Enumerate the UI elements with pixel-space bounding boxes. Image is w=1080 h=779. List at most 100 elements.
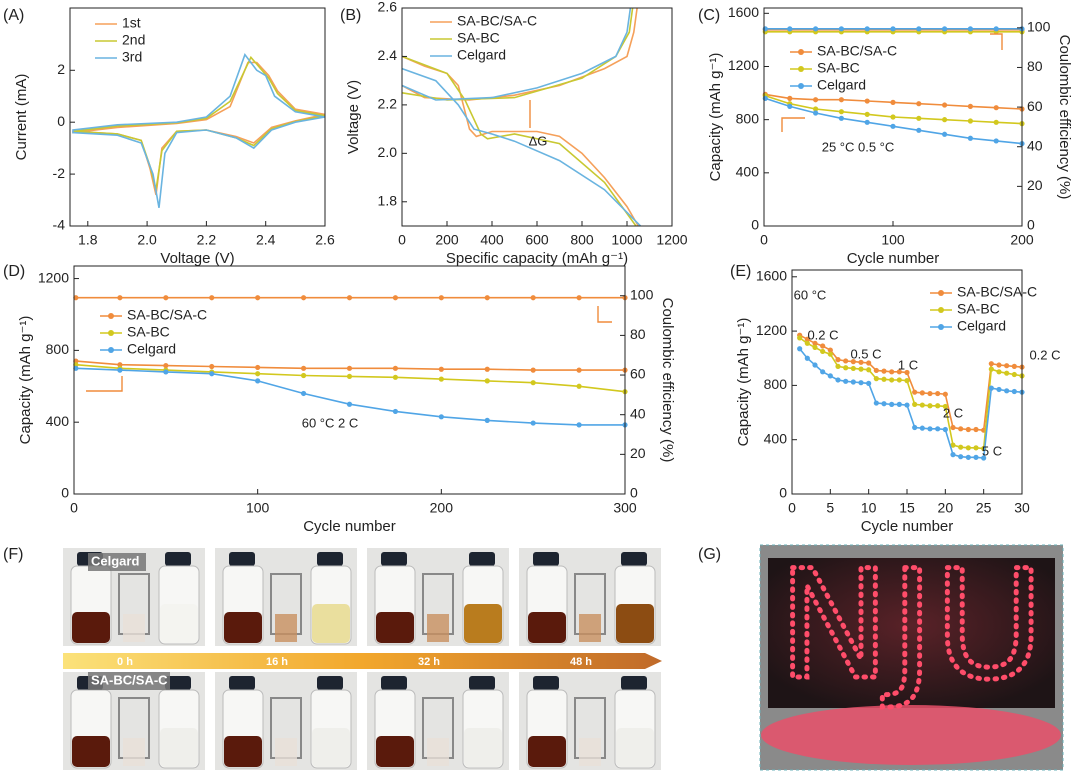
legend-label: SA-BC xyxy=(817,60,860,76)
legend-label: SA-BC xyxy=(957,301,1000,317)
cell xyxy=(579,738,601,766)
data-point xyxy=(804,336,810,342)
data-point xyxy=(890,26,896,32)
vial-cap xyxy=(229,552,255,566)
y2-tick-label: 60 xyxy=(1027,98,1043,114)
data-point xyxy=(850,379,856,385)
y-tick-label: -2 xyxy=(53,165,66,181)
data-point xyxy=(927,403,933,409)
y2-axis-title: Coulombic efficiency (%) xyxy=(1056,35,1073,200)
data-point xyxy=(881,376,887,382)
y-axis-title: Capacity (mAh g⁻¹) xyxy=(17,316,34,445)
data-point xyxy=(950,452,956,458)
sign-text: NJU xyxy=(778,539,1044,713)
data-point xyxy=(843,378,849,384)
legend-label: SA-BC xyxy=(457,30,500,46)
data-point xyxy=(967,135,974,141)
x-axis-title: Cycle number xyxy=(861,518,954,535)
x-tick-label: 100 xyxy=(881,232,905,248)
x-tick-label: 400 xyxy=(480,232,504,248)
y-tick-label: 2 xyxy=(57,61,65,77)
liquid xyxy=(464,604,502,643)
data-point xyxy=(762,95,768,101)
data-point xyxy=(392,295,399,301)
data-point xyxy=(890,123,896,129)
data-point xyxy=(965,426,971,433)
cell xyxy=(275,738,297,766)
y-axis-title: Capacity (mAh g⁻¹) xyxy=(707,53,724,182)
vial-cap xyxy=(317,552,343,566)
x-tick-label: 0 xyxy=(398,232,406,248)
y2-tick-label: 0 xyxy=(1027,217,1035,233)
data-point xyxy=(838,97,845,103)
x-tick-label: 800 xyxy=(570,232,594,248)
y-tick-label: 2.2 xyxy=(378,96,398,112)
data-point xyxy=(1004,388,1010,394)
x-tick-label: 2.2 xyxy=(197,232,217,248)
legend-label: Celgard xyxy=(127,341,176,357)
annotation: 0.2 C xyxy=(807,327,838,342)
annotation: 60 °C 2 C xyxy=(302,415,359,430)
y2-tick-label: 60 xyxy=(630,366,646,382)
data-point xyxy=(835,363,841,369)
data-point xyxy=(896,369,902,375)
data-point xyxy=(827,347,833,353)
data-point xyxy=(812,344,818,350)
data-point xyxy=(255,371,261,377)
data-point xyxy=(1011,363,1017,369)
series-line xyxy=(401,7,637,227)
data-point xyxy=(812,362,818,368)
x-tick-label: 0 xyxy=(70,500,78,516)
data-point xyxy=(820,348,826,355)
series-line xyxy=(72,55,326,190)
data-point xyxy=(967,103,974,109)
data-point xyxy=(889,369,895,375)
y-tick-label: 1200 xyxy=(756,322,787,338)
data-point xyxy=(996,362,1002,368)
series-line xyxy=(72,61,326,196)
data-point xyxy=(904,369,910,376)
data-point xyxy=(866,367,872,373)
legend-label: Celgard xyxy=(957,318,1006,334)
data-point xyxy=(889,401,895,407)
data-point xyxy=(881,368,887,374)
cell xyxy=(427,738,449,766)
liquid xyxy=(312,604,350,643)
data-point xyxy=(881,401,887,407)
panel-label: (E) xyxy=(730,263,751,280)
panel-label: (G) xyxy=(698,546,721,563)
data-point xyxy=(988,385,994,391)
vial-cap xyxy=(469,676,495,690)
liquid xyxy=(464,728,502,767)
data-point xyxy=(835,377,841,383)
x-axis-title: Cycle number xyxy=(847,250,940,267)
y-tick-label: 1600 xyxy=(728,4,759,20)
annotation: ΔG xyxy=(529,133,548,148)
data-point xyxy=(576,383,582,389)
data-point xyxy=(973,445,979,451)
data-point xyxy=(576,367,582,373)
x-tick-label: 0 xyxy=(788,500,796,516)
legend-label: Celgard xyxy=(457,47,506,63)
x-tick-label: 0 xyxy=(760,232,768,248)
y-tick-label: 800 xyxy=(736,110,760,126)
y-tick-label: 1200 xyxy=(728,57,759,73)
series-line xyxy=(401,7,639,227)
y2-tick-label: 20 xyxy=(630,445,646,461)
panel-label: (B) xyxy=(340,7,361,24)
x-tick-label: 2.0 xyxy=(137,232,157,248)
vial-cap xyxy=(165,676,191,690)
data-point xyxy=(820,369,826,375)
data-point xyxy=(255,364,261,371)
panel-label: (C) xyxy=(698,7,720,24)
data-point xyxy=(530,367,536,373)
row-tag xyxy=(88,672,170,690)
time-label: 16 h xyxy=(266,656,288,668)
y-tick-label: 2.0 xyxy=(378,144,398,160)
data-point xyxy=(873,400,879,406)
data-point xyxy=(346,401,353,407)
data-point xyxy=(904,378,910,384)
x-tick-label: 25 xyxy=(976,500,992,516)
liquid xyxy=(224,736,262,767)
